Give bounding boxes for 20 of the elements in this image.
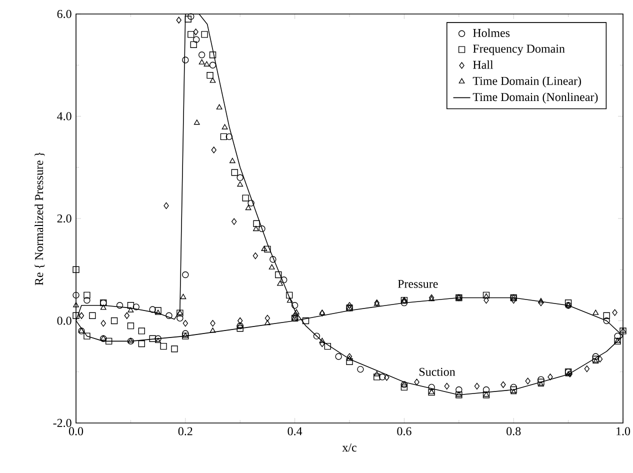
x-tick-label: 0.2 <box>178 427 192 436</box>
legend-label: Frequency Domain <box>473 44 565 56</box>
y-tick-label: 0.0 <box>57 316 72 325</box>
x-axis-title: x/c <box>342 444 356 452</box>
legend-label: Time Domain (Linear) <box>472 76 582 88</box>
annotation: Pressure <box>398 280 438 288</box>
y-tick-label: 6.0 <box>57 10 72 18</box>
y-tick-label: 2.0 <box>57 214 72 223</box>
x-tick-label: 0.0 <box>68 427 84 436</box>
legend-label: Time Domain (Nonlinear) <box>472 92 598 104</box>
y-axis-title: Re { Normalized Pressure } <box>34 152 45 286</box>
x-tick-label: 1.0 <box>616 427 630 436</box>
legend-label: Holmes <box>473 28 510 38</box>
x-tick-label: 0.4 <box>288 427 302 436</box>
x-tick-label: 0.6 <box>397 427 412 436</box>
x-tick-label: 0.8 <box>506 427 521 436</box>
legend-label: Hall <box>473 60 494 69</box>
y-tick-label: 4.0 <box>57 112 72 120</box>
y-tick-label: -2.0 <box>53 418 72 428</box>
annotation: Suction <box>419 368 456 376</box>
